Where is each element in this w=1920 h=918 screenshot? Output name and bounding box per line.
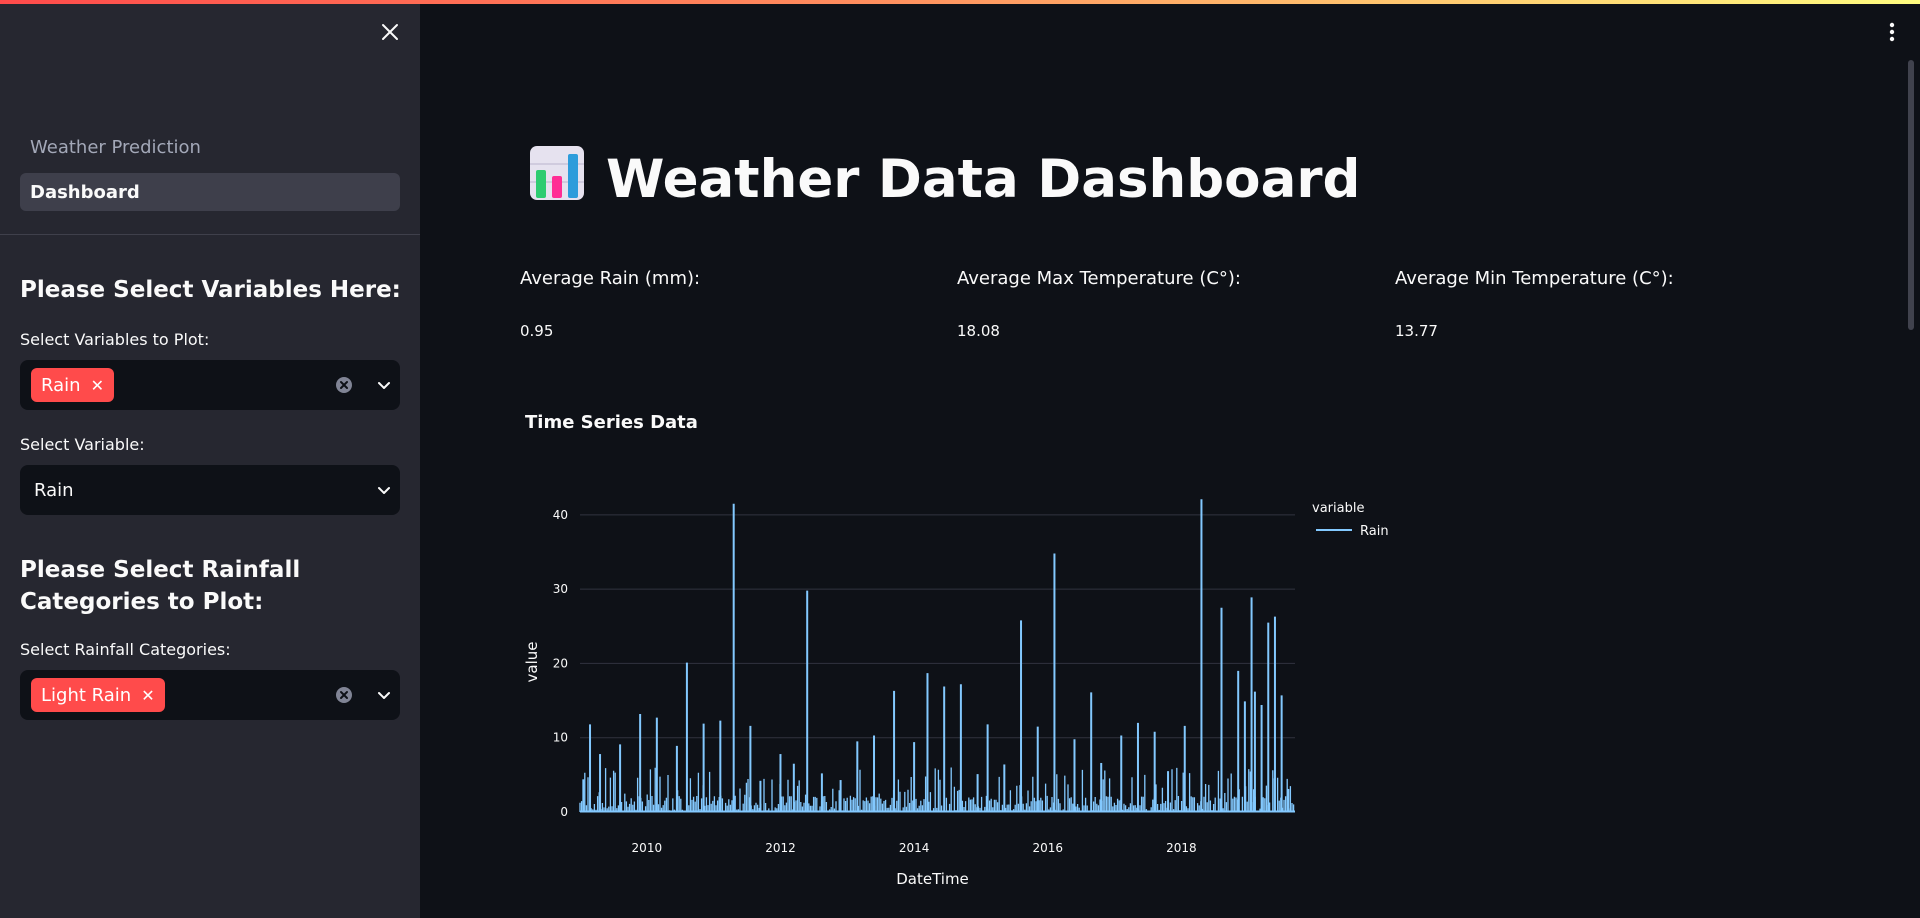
categories-section-heading: Please Select Rainfall Categories to Plo… <box>20 557 301 615</box>
plot-variables-multiselect[interactable]: Rain ✕ <box>20 360 400 410</box>
remove-tag-icon[interactable]: ✕ <box>141 685 155 705</box>
categories-multiselect[interactable]: Light Rain ✕ <box>20 670 400 720</box>
nav-item-label: Dashboard <box>30 181 140 203</box>
y-tick-label: 20 <box>553 656 568 670</box>
metric-value-avg-max-temp: 18.08 <box>957 322 1000 340</box>
close-sidebar-icon[interactable] <box>380 22 400 42</box>
top-decoration-bar <box>0 0 1920 4</box>
selected-tag-rain: Rain ✕ <box>31 368 114 402</box>
main-menu-icon[interactable] <box>1882 20 1902 44</box>
y-tick-label: 0 <box>560 805 568 819</box>
scrollbar[interactable] <box>1908 60 1914 330</box>
x-tick-label: 2018 <box>1166 841 1197 855</box>
clear-selection-icon[interactable] <box>334 375 354 395</box>
metric-label-avg-rain: Average Rain (mm): <box>520 268 701 289</box>
y-tick-label: 30 <box>553 582 568 596</box>
y-tick-label: 10 <box>553 731 568 745</box>
chevron-down-icon[interactable] <box>374 480 394 500</box>
legend-item-label: Rain <box>1360 524 1389 539</box>
plot-variables-label: Select Variables to Plot: <box>20 330 210 349</box>
metric-label-avg-min-temp: Average Min Temperature (C°): <box>1395 268 1674 289</box>
nav-item-dashboard[interactable]: Dashboard <box>20 173 400 211</box>
remove-tag-icon[interactable]: ✕ <box>90 375 104 395</box>
y-axis-title: value <box>523 642 541 683</box>
variable-select-value: Rain <box>34 479 74 501</box>
legend-title: variable <box>1312 501 1364 516</box>
chart-heading: Time Series Data <box>525 412 698 433</box>
categories-label: Select Rainfall Categories: <box>20 640 231 659</box>
chevron-down-icon[interactable] <box>374 375 394 395</box>
x-tick-label: 2016 <box>1032 841 1063 855</box>
select-variable-label: Select Variable: <box>20 435 145 454</box>
metric-label-avg-max-temp: Average Max Temperature (C°): <box>957 268 1241 289</box>
sidebar-divider <box>0 234 420 235</box>
clear-selection-icon[interactable] <box>334 685 354 705</box>
selected-tag-light-rain: Light Rain ✕ <box>31 678 165 712</box>
nav-item-label: Weather Prediction <box>30 136 201 158</box>
y-tick-label: 40 <box>553 508 568 522</box>
tag-label: Light Rain <box>41 684 132 706</box>
x-tick-label: 2012 <box>765 841 796 855</box>
metric-value-avg-min-temp: 13.77 <box>1395 322 1438 340</box>
variable-select[interactable]: Rain <box>20 465 400 515</box>
page-title-text: Weather Data Dashboard <box>606 148 1361 210</box>
tag-label: Rain <box>41 374 81 396</box>
chevron-down-icon[interactable] <box>374 685 394 705</box>
variables-section-heading: Please Select Variables Here: <box>20 277 401 303</box>
nav-item-weather-prediction[interactable]: Weather Prediction <box>20 128 400 166</box>
metric-value-avg-rain: 0.95 <box>520 322 554 340</box>
x-axis-title: DateTime <box>896 870 969 888</box>
bar-chart-icon <box>528 144 586 215</box>
sidebar: Weather Prediction Dashboard Please Sele… <box>0 0 420 918</box>
page-title: Weather Data Dashboard <box>528 145 1361 210</box>
x-tick-label: 2014 <box>899 841 930 855</box>
x-tick-label: 2010 <box>632 841 663 855</box>
